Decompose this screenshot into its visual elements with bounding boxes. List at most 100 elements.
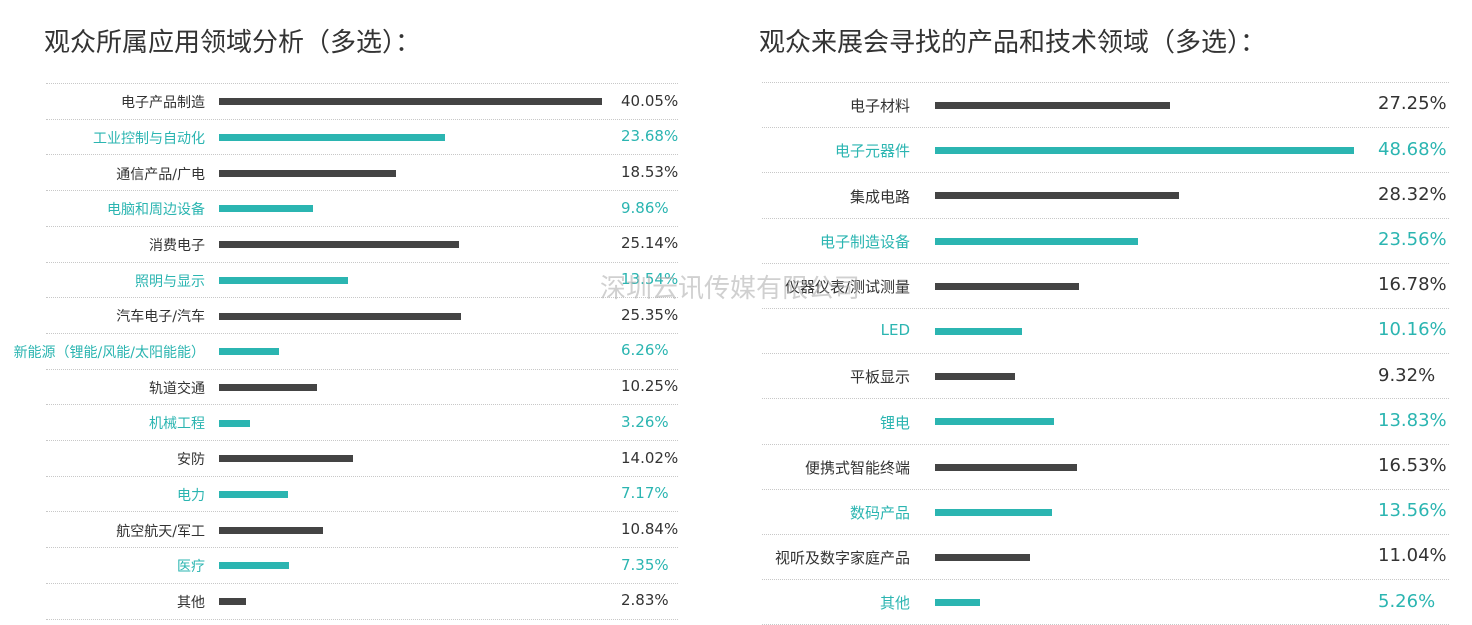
value-label: 13.56% — [1378, 500, 1447, 522]
category-label: 航空航天/军工 — [116, 523, 205, 540]
row-separator — [46, 475, 678, 477]
row-separator — [762, 398, 1449, 400]
value-label: 11.04% — [1378, 545, 1447, 567]
value-label: 25.35% — [621, 305, 679, 324]
bar-row: 电子产品制造 40.05% — [0, 83, 690, 119]
category-label-wrap: 便携式智能终端 — [745, 444, 910, 489]
category-label: 集成电路 — [849, 187, 910, 206]
bar-row: 安防 14.02% — [0, 440, 690, 476]
category-label: 照明与显示 — [135, 273, 205, 290]
bar — [219, 241, 460, 249]
bar-rows: 电子材料 27.25% 电子元器件 48.68% 集成电路 28.32% 电子制造设备 23.… — [745, 0, 1465, 625]
row-separator — [762, 488, 1449, 490]
bar-row: 电子元器件 48.68% — [745, 127, 1465, 172]
row-separator — [762, 353, 1449, 355]
bar-rows: 电子产品制造 40.05% 工业控制与自动化 23.68% 通信产品/广电 18.53% 电… — [0, 0, 690, 625]
category-label-wrap: 照明与显示 — [0, 262, 205, 298]
category-label: 通信产品/广电 — [116, 166, 205, 183]
category-label: 电子产品制造 — [121, 95, 205, 112]
bar — [219, 526, 323, 534]
bar — [935, 328, 1023, 336]
chart-title: 观众所属应用领域分析（多选）： — [44, 28, 422, 58]
bar — [219, 562, 290, 570]
category-label: 电子材料 — [849, 97, 910, 116]
bar-row: 轨道交通 10.25% — [0, 369, 690, 405]
row-separator — [762, 308, 1449, 309]
value-label: 14.02% — [621, 448, 679, 467]
value-label: 23.56% — [1378, 229, 1447, 251]
value-label: 27.25% — [1378, 93, 1447, 115]
bar-row: 电脑和周边设备 9.86% — [0, 190, 690, 226]
category-label-wrap: 电子材料 — [745, 82, 910, 127]
category-label: 汽车电子/汽车 — [116, 309, 205, 326]
row-separator — [762, 534, 1449, 535]
bar-row: 航空航天/军工 10.84% — [0, 511, 690, 547]
bar-row: 照明与显示 13.54% — [0, 262, 690, 298]
bar-row: 视听及数字家庭产品 11.04% — [745, 534, 1465, 579]
value-label: 25.14% — [621, 234, 679, 253]
category-label-wrap: 工业控制与自动化 — [0, 119, 205, 155]
value-label: 10.84% — [621, 519, 679, 538]
category-label: LED — [880, 321, 910, 340]
category-label-wrap: 视听及数字家庭产品 — [745, 534, 910, 579]
category-label-wrap: 机械工程 — [0, 404, 205, 440]
bar — [935, 554, 1031, 562]
row-separator — [762, 579, 1449, 581]
row-separator — [46, 440, 678, 441]
category-label-wrap: 仪器仪表/测试测量 — [745, 263, 910, 308]
value-label: 16.78% — [1378, 274, 1447, 296]
category-label: 数码产品 — [849, 504, 910, 523]
bar — [935, 147, 1354, 155]
value-label: 6.26% — [621, 341, 669, 360]
category-label-wrap: 航空航天/军工 — [0, 511, 205, 547]
row-separator — [46, 83, 678, 84]
category-label-wrap: 电子元器件 — [745, 127, 910, 172]
value-label: 23.68% — [621, 127, 679, 146]
category-label-wrap: 新能源（锂能/风能/太阳能能） — [0, 333, 205, 369]
row-separator — [46, 190, 678, 192]
bar — [219, 98, 602, 106]
category-label: 安防 — [177, 452, 205, 469]
category-label-wrap: 通信产品/广电 — [0, 154, 205, 190]
category-label: 新能源（锂能/风能/太阳能能） — [13, 345, 205, 362]
bar-row: 工业控制与自动化 23.68% — [0, 119, 690, 155]
value-label: 40.05% — [621, 91, 679, 110]
bar — [219, 205, 314, 213]
category-label: 其他 — [177, 594, 205, 611]
row-separator — [46, 225, 678, 227]
bar-row: 电力 7.17% — [0, 476, 690, 512]
bar-row: 机械工程 3.26% — [0, 404, 690, 440]
category-label-wrap: 电脑和周边设备 — [0, 190, 205, 226]
bar — [219, 419, 251, 427]
row-separator — [46, 368, 678, 370]
bar — [935, 373, 1016, 381]
value-label: 10.25% — [621, 377, 679, 396]
category-label-wrap: 其他 — [0, 583, 205, 619]
value-label: 9.32% — [1378, 364, 1436, 386]
row-separator — [46, 118, 678, 120]
bar — [935, 282, 1080, 290]
bar — [219, 455, 354, 463]
bar — [935, 237, 1138, 245]
bar — [219, 383, 318, 391]
bar-row: 锂电 13.83% — [745, 398, 1465, 443]
audience-application-chart: 观众所属应用领域分析（多选）： 电子产品制造 40.05% 工业控制与自动化 23.6… — [0, 0, 690, 625]
category-label-wrap: 平板显示 — [745, 353, 910, 398]
category-label-wrap: 电子制造设备 — [745, 218, 910, 263]
bar-row: 电子制造设备 23.56% — [745, 218, 1465, 263]
bar-row: 消费电子 25.14% — [0, 226, 690, 262]
value-label: 13.54% — [621, 270, 679, 289]
category-label-wrap: LED — [745, 308, 910, 353]
category-label-wrap: 数码产品 — [745, 489, 910, 534]
row-separator — [46, 404, 678, 406]
bar-row: 集成电路 28.32% — [745, 172, 1465, 217]
category-label: 其他 — [879, 594, 910, 613]
value-label: 7.35% — [621, 555, 669, 574]
bar-row: 仪器仪表/测试测量 16.78% — [745, 263, 1465, 308]
category-label-wrap: 安防 — [0, 440, 205, 476]
category-label-wrap: 集成电路 — [745, 172, 910, 217]
bar — [219, 598, 247, 606]
category-label: 仪器仪表/测试测量 — [784, 278, 910, 297]
bar — [935, 418, 1055, 426]
value-label: 5.26% — [1378, 590, 1436, 612]
